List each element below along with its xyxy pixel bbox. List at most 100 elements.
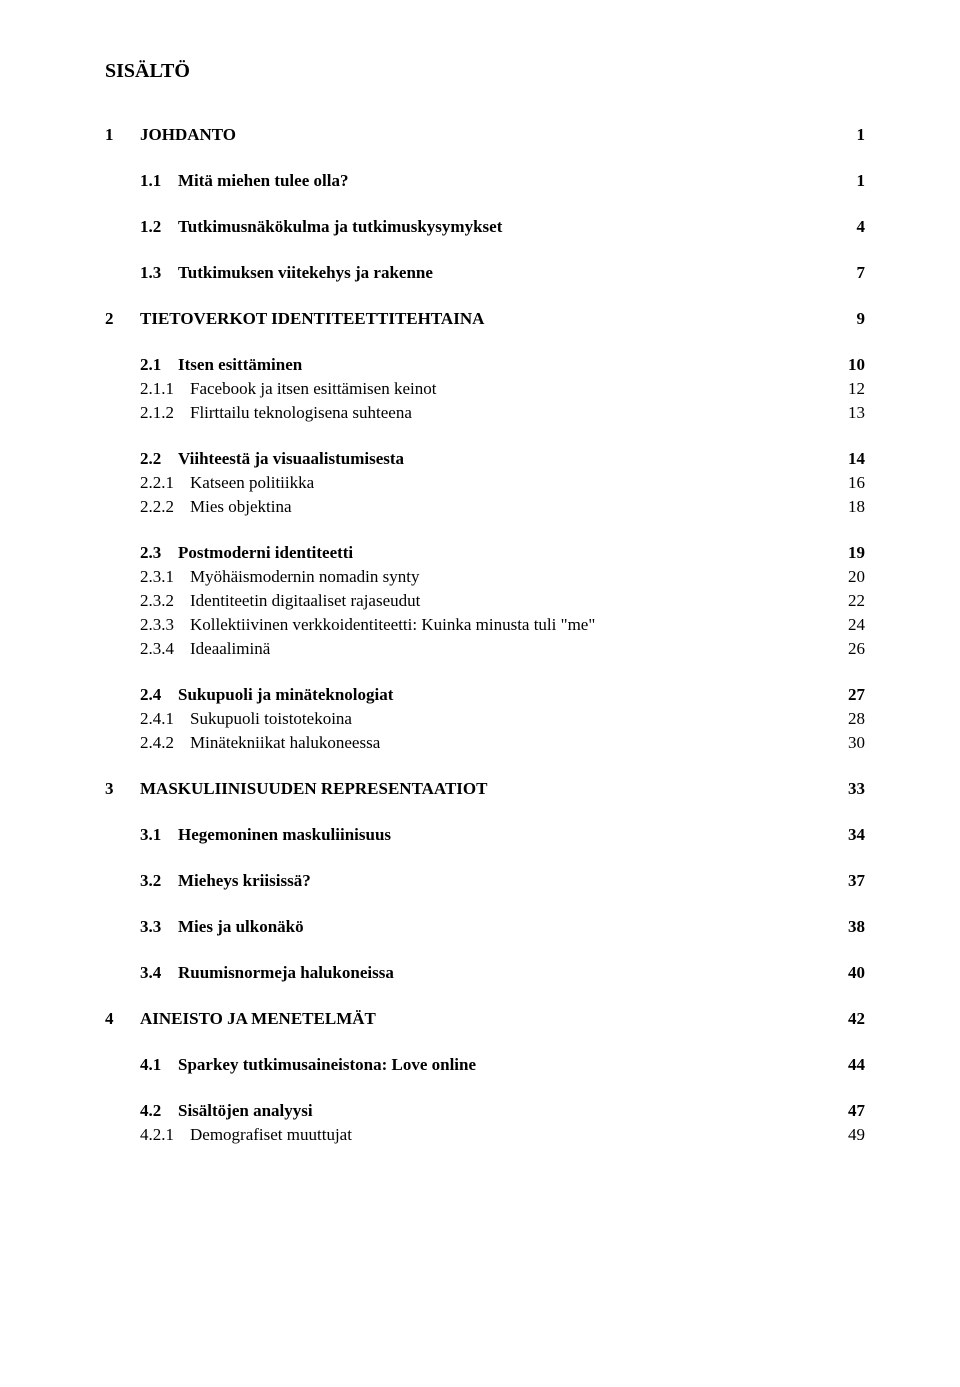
toc-label: 1.2Tutkimusnäkökulma ja tutkimuskysymyks… [140,217,502,237]
toc-entry: 2.3.3Kollektiivinen verkkoidentiteetti: … [105,615,865,635]
toc-page-number: 27 [848,685,865,705]
toc-page-number: 12 [848,379,865,399]
toc-entry: 2.3.4Ideaaliminä26 [105,639,865,659]
toc-number: 2.1.1 [140,379,190,399]
toc-number: 2.2.2 [140,497,190,517]
toc-label: 4.1Sparkey tutkimusaineistona: Love onli… [140,1055,476,1075]
toc-entry: 4.2.1Demografiset muuttujat 49 [105,1125,865,1145]
toc-page-number: 26 [848,639,865,659]
toc-number: 4.1 [140,1055,178,1075]
toc-label: 4.2Sisältöjen analyysi [140,1101,313,1121]
toc-page-number: 38 [848,917,865,937]
toc-number: 1.2 [140,217,178,237]
toc-number: 2.4.1 [140,709,190,729]
toc-label: 3.2Mieheys kriisissä? [140,871,311,891]
toc-page-number: 22 [848,591,865,611]
toc-label: 2.3.1Myöhäismodernin nomadin synty [140,567,419,587]
toc-entry: 2.2.2Mies objektina18 [105,497,865,517]
toc-label: 2.3Postmoderni identiteetti [140,543,353,563]
toc-entry: 2.1Itsen esittäminen 10 [105,355,865,375]
toc-label: 1JOHDANTO [105,125,236,145]
toc-label: 2.4.1Sukupuoli toistotekoina [140,709,352,729]
toc-number: 4.2 [140,1101,178,1121]
toc-page-number: 14 [848,449,865,469]
toc-entry: 1JOHDANTO1 [105,125,865,145]
toc-number: 3 [105,779,140,799]
toc-number: 2.1 [140,355,178,375]
toc-number: 3.1 [140,825,178,845]
toc-page-number: 40 [848,963,865,983]
toc-number: 2.3.3 [140,615,190,635]
toc-page-number: 16 [848,473,865,493]
toc-page-number: 20 [848,567,865,587]
toc-number: 3.4 [140,963,178,983]
toc-page-number: 47 [848,1101,865,1121]
toc-entry: 4AINEISTO JA MENETELMÄT42 [105,1009,865,1029]
toc-page-number: 4 [857,217,866,237]
toc-number: 2.2.1 [140,473,190,493]
toc-number: 2.3 [140,543,178,563]
toc-label: 2.3.2Identiteetin digitaaliset rajaseudu… [140,591,420,611]
toc-page-number: 1 [857,171,866,191]
toc-page-number: 30 [848,733,865,753]
toc-entry: 4.2Sisältöjen analyysi 47 [105,1101,865,1121]
toc-page-number: 13 [848,403,865,423]
toc-entry: 1.1Mitä miehen tulee olla? 1 [105,171,865,191]
toc-number: 2.1.2 [140,403,190,423]
toc-entry: 1.2Tutkimusnäkökulma ja tutkimuskysymyks… [105,217,865,237]
toc-number: 4.2.1 [140,1125,190,1145]
toc-label: 2.2.2Mies objektina [140,497,292,517]
toc-number: 2 [105,309,140,329]
toc-entry: 2.4.2Minätekniikat halukoneessa 30 [105,733,865,753]
toc-entry: 2.4Sukupuoli ja minäteknologiat 27 [105,685,865,705]
toc-number: 2.3.2 [140,591,190,611]
toc-label: 1.3Tutkimuksen viitekehys ja rakenne [140,263,433,283]
toc-page-number: 49 [848,1125,865,1145]
toc-number: 2.4.2 [140,733,190,753]
toc-entry: 2TIETOVERKOT IDENTITEETTITEHTAINA9 [105,309,865,329]
toc-page-number: 24 [848,615,865,635]
toc-page-number: 28 [848,709,865,729]
toc-page-number: 42 [848,1009,865,1029]
toc-label: 4.2.1Demografiset muuttujat [140,1125,352,1145]
toc-label: 2.2.1Katseen politiikka [140,473,314,493]
toc-number: 2.3.4 [140,639,190,659]
toc-entry: 3.4Ruumisnormeja halukoneissa 40 [105,963,865,983]
toc-number: 1.3 [140,263,178,283]
toc-label: 2.1.2Flirttailu teknologisena suhteena [140,403,412,423]
toc-entry: 2.1.1Facebook ja itsen esittämisen keino… [105,379,865,399]
toc-entry: 2.3.1Myöhäismodernin nomadin synty 20 [105,567,865,587]
toc-number: 2.2 [140,449,178,469]
toc-page-number: 33 [848,779,865,799]
toc-entry: 1.3Tutkimuksen viitekehys ja rakenne 7 [105,263,865,283]
document-title: SISÄLTÖ [105,60,865,83]
toc-number: 3.3 [140,917,178,937]
toc-entry: 3.1Hegemoninen maskuliinisuus34 [105,825,865,845]
toc-page-number: 10 [848,355,865,375]
toc-number: 2.4 [140,685,178,705]
toc-page-number: 37 [848,871,865,891]
toc-label: 2.4.2Minätekniikat halukoneessa [140,733,380,753]
toc-label: 3MASKULIINISUUDEN REPRESENTAATIOT [105,779,487,799]
toc-page-number: 19 [848,543,865,563]
toc-label: 3.3Mies ja ulkonäkö [140,917,304,937]
toc-entry: 2.2.1Katseen politiikka 16 [105,473,865,493]
toc-entry: 4.1Sparkey tutkimusaineistona: Love onli… [105,1055,865,1075]
toc-page-number: 9 [857,309,866,329]
toc-label: 3.4Ruumisnormeja halukoneissa [140,963,394,983]
toc-label: 2.1Itsen esittäminen [140,355,302,375]
toc-page-number: 44 [848,1055,865,1075]
toc-label: 2.1.1Facebook ja itsen esittämisen keino… [140,379,436,399]
table-of-contents: 1JOHDANTO1 1.1Mitä miehen tulee olla? 1 1.2… [105,125,865,1145]
toc-number: 4 [105,1009,140,1029]
toc-label: 2.2Viihteestä ja visuaalistumisesta [140,449,404,469]
toc-label: 1.1Mitä miehen tulee olla? [140,171,348,191]
toc-entry: 3MASKULIINISUUDEN REPRESENTAATIOT 33 [105,779,865,799]
toc-label: 2.3.3Kollektiivinen verkkoidentiteetti: … [140,615,595,635]
toc-entry: 2.1.2Flirttailu teknologisena suhteena 13 [105,403,865,423]
toc-entry: 2.3.2Identiteetin digitaaliset rajaseudu… [105,591,865,611]
toc-entry: 3.3Mies ja ulkonäkö 38 [105,917,865,937]
toc-page-number: 7 [857,263,866,283]
toc-entry: 3.2Mieheys kriisissä? 37 [105,871,865,891]
toc-label: 2.4Sukupuoli ja minäteknologiat [140,685,393,705]
